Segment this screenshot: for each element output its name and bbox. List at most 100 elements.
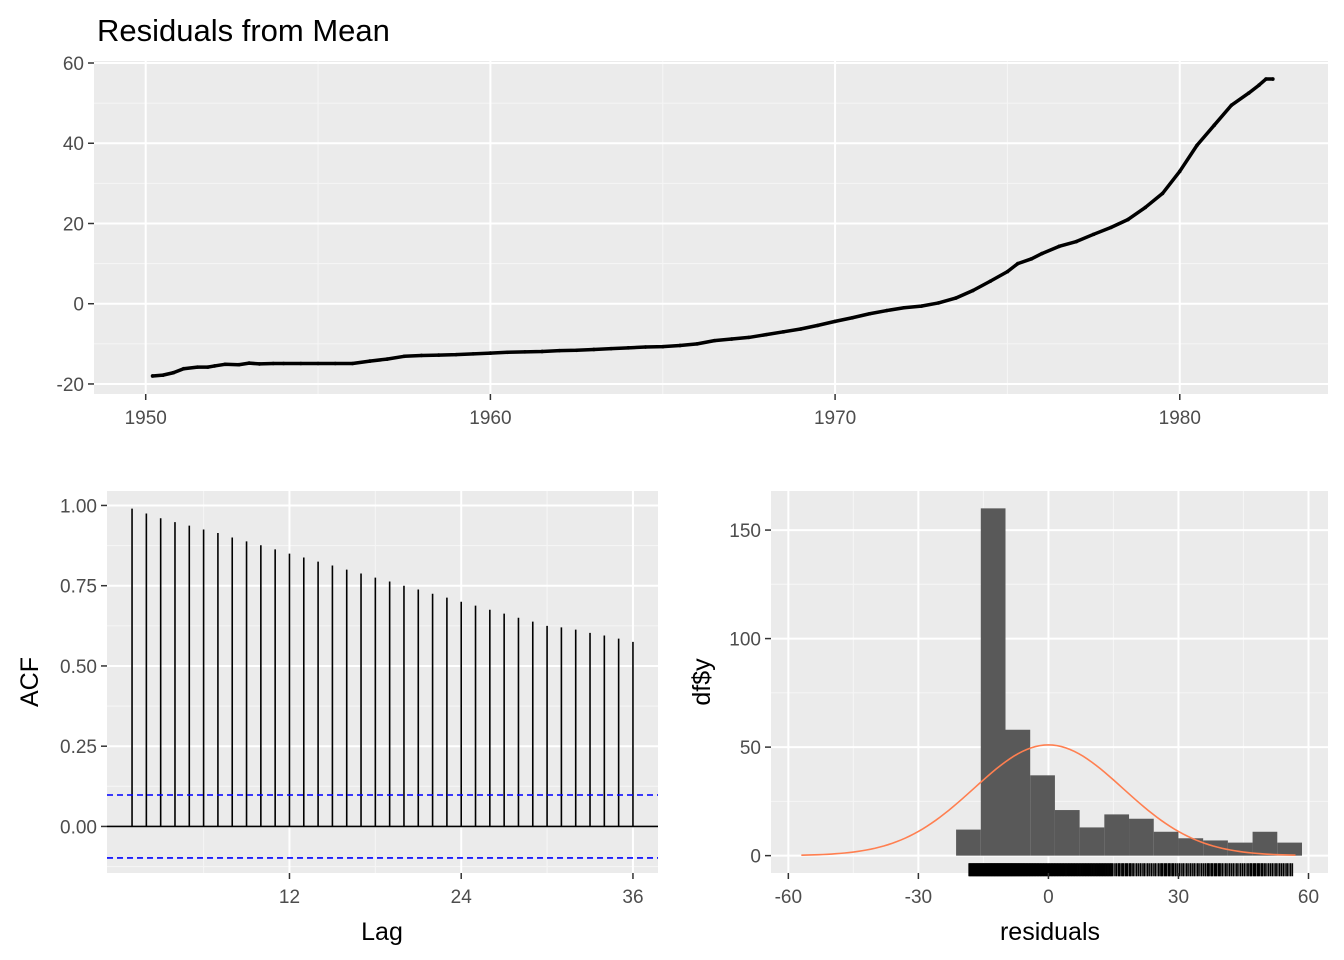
histogram-x-tick-label: 60 [1298,887,1319,908]
residuals-data-point [271,361,276,366]
residuals-data-point [247,361,251,365]
residuals-data-point [316,361,320,366]
residuals-data-point [281,361,286,366]
residuals-data-point [350,361,355,366]
acf-panel: 12 24 36 0.00 0.25 0.50 0.75 1.00 Lag ACF [16,491,658,946]
histogram-y-tick-label: 0 [750,847,761,868]
residuals-data-point [161,373,165,377]
acf-x-tick-label: 24 [451,887,473,908]
acf-panel-background [107,491,658,873]
residuals-data-point [1229,103,1234,107]
histogram-x-tick-label: 0 [1043,887,1054,908]
acf-x-tick-label: 36 [622,887,643,908]
residuals-data-point [1212,123,1217,127]
residuals-data-point [471,352,475,356]
residuals-data-point [488,351,493,355]
acf-y-tick-label: 0.00 [60,817,97,838]
residuals-data-point [884,308,889,313]
residuals-data-point [902,305,906,310]
residuals-data-point [402,354,407,359]
residuals-x-tick-label: 1970 [814,408,856,429]
residuals-data-point [592,347,596,352]
residuals-data-point [419,353,424,358]
residuals-panel-background [94,61,1328,394]
residuals-plot-title: Residuals from Mean [97,13,390,48]
histogram-bar [1178,838,1204,856]
residuals-data-point [660,344,665,349]
histogram-x-tick-label: 30 [1168,887,1189,908]
histogram-bar [1252,831,1278,856]
residuals-data-point [333,361,338,366]
residuals-panel: 1950 1960 1970 1980 -20 0 20 40 60 [57,54,1328,429]
histogram-x-axis-title: residuals [1000,918,1100,946]
residuals-data-point [833,319,837,324]
histogram-y-tick-label: 100 [729,630,761,651]
residuals-data-point [299,361,303,366]
acf-axes: 12 24 36 0.00 0.25 0.50 0.75 1.00 [60,496,644,908]
residuals-data-point [1057,244,1061,249]
residuals-axes: 1950 1960 1970 1980 -20 0 20 40 60 [57,54,1201,429]
residuals-data-point [953,296,958,300]
residuals-data-point [205,365,210,369]
residuals-data-point [764,332,768,337]
residuals-data-point [150,374,155,378]
histogram-bar [980,508,1006,856]
histogram-x-tick-label: -60 [775,887,802,908]
residuals-data-point [171,370,176,375]
histogram-bar [956,829,981,856]
residuals-data-point [1005,269,1010,274]
residuals-data-point [523,350,527,354]
normal-density-curve [801,744,1296,856]
acf-y-tick-label: 0.75 [60,577,97,598]
residuals-data-point [678,343,682,348]
residuals-data-point [643,345,648,349]
histogram-bar [1277,842,1302,856]
residuals-data-point [816,323,820,328]
residuals-data-point [1264,77,1268,81]
histogram-y-tick-label: 50 [740,738,761,759]
histogram-x-tick-label: -30 [905,887,932,908]
residuals-data-point [574,348,579,353]
residuals-data-point [626,346,631,350]
residuals-data-point [1015,261,1020,266]
residuals-data-point [988,279,993,284]
histogram-y-axis-title: df$y [688,658,716,706]
residuals-data-point [385,357,389,361]
residuals-data-point [1109,225,1113,230]
residuals-data-point [971,288,975,293]
residuals-data-point [798,327,803,331]
residuals-data-point [212,364,217,368]
histogram-bar [1054,810,1080,856]
histogram-y-tick-label: 150 [729,521,761,542]
residuals-data-point [609,346,613,351]
histogram-bars [801,508,1302,877]
residuals-data-point [195,365,200,369]
histogram-bar [1129,818,1154,856]
residuals-data-point [367,359,372,363]
residuals-data-point [540,349,544,354]
residuals-y-tick-label: 60 [63,54,84,75]
histogram-bar [1227,842,1253,856]
histogram-axes: -60 -30 0 30 60 0 50 100 150 [729,521,1319,908]
acf-x-tick-label: 12 [279,887,300,908]
histogram-rug [968,863,1294,877]
residuals-data-point [1160,191,1165,196]
residuals-series [150,77,1275,378]
residuals-data-point [936,301,941,305]
residuals-data-point [867,311,872,316]
residuals-data-point [1195,143,1199,148]
residuals-data-point [505,350,510,355]
histogram-panel: -60 -30 0 30 60 0 50 100 150 residuals df$y [688,491,1328,946]
residuals-x-tick-label: 1980 [1159,408,1201,429]
residuals-data-point [850,315,855,320]
residuals-y-tick-label: 20 [63,214,84,235]
residuals-y-tick-label: -20 [57,375,84,396]
residuals-data-point [1246,91,1251,95]
residuals-data-point [436,353,441,357]
residuals-data-point [1143,205,1148,210]
residuals-data-point [181,366,186,371]
residuals-x-tick-label: 1960 [469,408,511,429]
residuals-data-point [236,362,241,367]
acf-x-axis-title: Lag [361,918,403,946]
